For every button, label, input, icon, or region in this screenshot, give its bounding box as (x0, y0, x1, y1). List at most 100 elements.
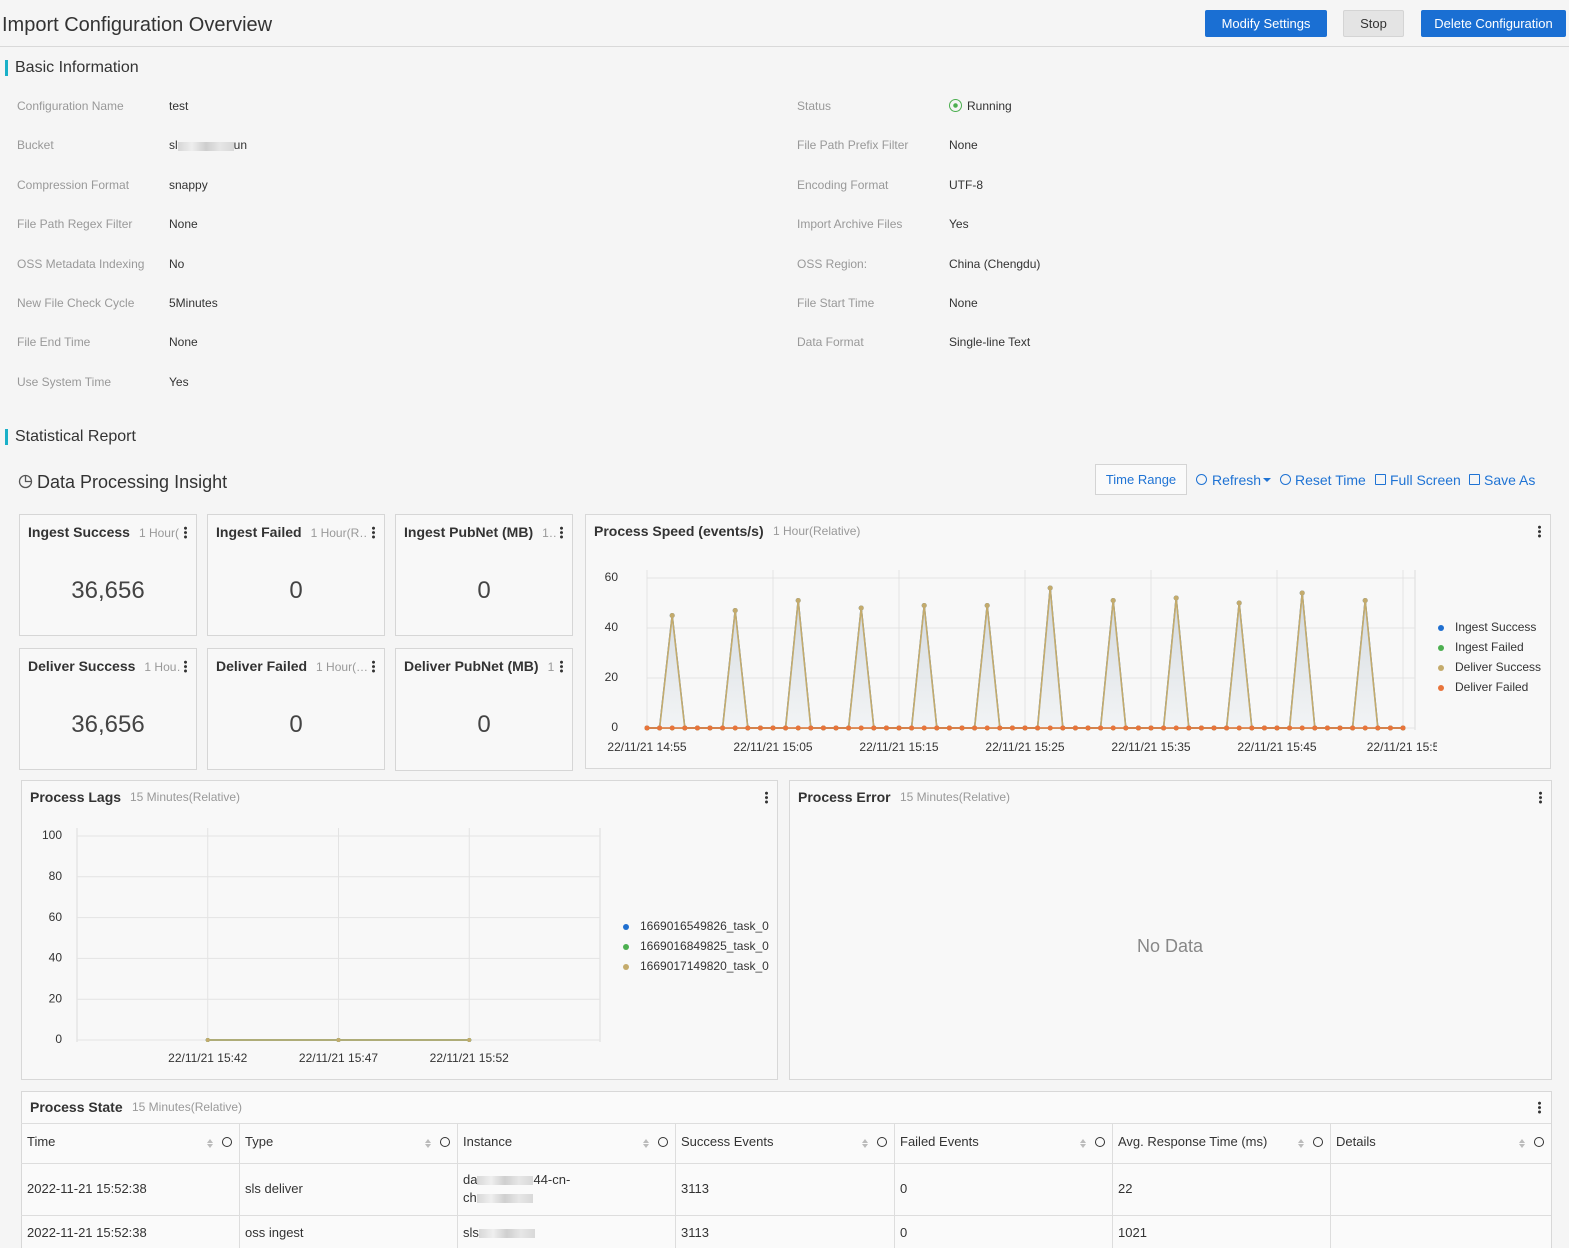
search-icon[interactable] (222, 1137, 232, 1147)
field-label: Encoding Format (797, 177, 889, 192)
more-menu[interactable] (1538, 525, 1541, 538)
field-label: Compression Format (17, 177, 130, 192)
card-title: Ingest PubNet (MB) (404, 524, 534, 540)
card-title: Ingest Success (28, 524, 130, 540)
panel-title: Process Speed (events/s) (594, 523, 764, 539)
card-subtitle: 1 Hour(… (316, 660, 368, 674)
card-header: Deliver Failed 1 Hour(… (216, 657, 368, 676)
time-range-button[interactable]: Time Range (1095, 464, 1187, 495)
search-icon[interactable] (658, 1137, 668, 1147)
more-menu[interactable] (1539, 791, 1542, 804)
field-value: None (949, 296, 978, 310)
sort-icon[interactable] (643, 1136, 649, 1143)
sort-icon[interactable] (1080, 1144, 1086, 1151)
sort-icon[interactable] (425, 1136, 431, 1143)
sort-icon[interactable] (1080, 1136, 1086, 1143)
card-header: Ingest Success 1 Hour(… (28, 523, 180, 542)
column-divider (675, 1123, 676, 1248)
field-value: snappy (169, 177, 208, 192)
section-marker (5, 429, 8, 445)
process-lags-panel (21, 780, 778, 1080)
more-menu[interactable] (765, 791, 768, 804)
panel-title: Process Lags (30, 789, 122, 805)
toolbar-icon (1196, 474, 1207, 485)
field-value: None (169, 217, 198, 232)
card-header: Deliver PubNet (MB) 1 (404, 657, 556, 676)
search-icon[interactable] (440, 1137, 450, 1147)
field-label: File Path Regex Filter (17, 217, 133, 232)
redaction (476, 1194, 533, 1204)
more-menu[interactable] (184, 526, 187, 539)
card-title: Deliver Failed (216, 658, 308, 674)
card-title: Deliver PubNet (MB) (404, 658, 539, 674)
text-fragment: da (463, 1172, 478, 1187)
card-header: Deliver Success 1 Hou… (28, 657, 180, 676)
field-value: China (Chengdu) (949, 256, 1041, 271)
toolbar-action[interactable]: Refresh (1212, 472, 1262, 488)
field-value: Running (967, 99, 1012, 113)
sort-icon[interactable] (862, 1144, 868, 1151)
redaction (478, 1229, 535, 1239)
field-label: New File Check Cycle (17, 296, 135, 310)
toolbar-action[interactable]: Full Screen (1390, 472, 1461, 488)
button-label: Delete Configuration (1434, 16, 1553, 31)
delete-button[interactable]: Delete Configuration (1421, 10, 1566, 37)
search-icon[interactable] (877, 1137, 887, 1147)
column-divider (1112, 1123, 1113, 1248)
divider (0, 46, 1569, 47)
status-icon (949, 99, 962, 112)
table-cell: oss ingest (245, 1225, 304, 1240)
card-subtitle: 1 Hour(R… (310, 526, 368, 540)
sort-icon[interactable] (1519, 1144, 1525, 1151)
more-menu[interactable] (184, 660, 187, 673)
sort-icon[interactable] (1298, 1144, 1304, 1151)
page-title: Import Configuration Overview (2, 14, 273, 36)
redaction (177, 141, 234, 151)
table-cell: sls (463, 1224, 535, 1242)
table-cell: 0 (900, 1225, 908, 1240)
card-title: Deliver Success (28, 658, 136, 674)
table-cell: 2022-11-21 15:52:38 (27, 1181, 147, 1196)
metric-card: Deliver Success 1 Hou… 36,656 (19, 648, 197, 770)
metric-card: Deliver PubNet (MB) 1 0 (395, 648, 573, 771)
metric-card: Deliver Failed 1 Hour(… 0 (207, 648, 385, 770)
field-label: Import Archive Files (797, 217, 903, 232)
metric-card: Ingest PubNet (MB) 1… 0 (395, 514, 573, 636)
column-divider (1330, 1123, 1331, 1248)
field-value: None (169, 335, 198, 350)
toolbar-action[interactable]: Reset Time (1295, 472, 1366, 488)
text-fragment: sl (169, 138, 178, 153)
table-cell: sls deliver (245, 1181, 303, 1196)
more-menu[interactable] (372, 526, 375, 539)
search-icon[interactable] (1095, 1137, 1105, 1147)
sort-icon[interactable] (1298, 1136, 1304, 1143)
more-menu[interactable] (1538, 1101, 1541, 1114)
field-label: Status (797, 99, 832, 113)
field-label: OSS Region: (797, 256, 868, 271)
empty-message: No Data (1137, 936, 1204, 956)
field-value: None (949, 138, 978, 153)
table-cell: 3113 (681, 1181, 709, 1196)
modify-settings-button[interactable]: Modify Settings (1205, 10, 1327, 37)
more-menu[interactable] (560, 526, 563, 539)
sort-icon[interactable] (1519, 1136, 1525, 1143)
column-header: Instance (463, 1134, 513, 1149)
table-rule (21, 1215, 1551, 1216)
card-value: 36,656 (71, 711, 145, 738)
card-value: 0 (289, 711, 303, 738)
table-cell: 1021 (1118, 1225, 1147, 1240)
more-menu[interactable] (372, 660, 375, 673)
text-fragment: un (233, 138, 248, 153)
sort-icon[interactable] (425, 1144, 431, 1151)
sort-icon[interactable] (643, 1144, 649, 1151)
search-icon[interactable] (1534, 1137, 1544, 1147)
stop-button[interactable]: Stop (1343, 10, 1404, 37)
sort-icon[interactable] (207, 1144, 213, 1151)
sort-icon[interactable] (207, 1136, 213, 1143)
sort-icon[interactable] (862, 1136, 868, 1143)
more-menu[interactable] (560, 660, 563, 673)
table-rule (21, 1123, 1551, 1124)
toolbar-action[interactable]: Save As (1484, 472, 1536, 488)
search-icon[interactable] (1313, 1137, 1323, 1147)
